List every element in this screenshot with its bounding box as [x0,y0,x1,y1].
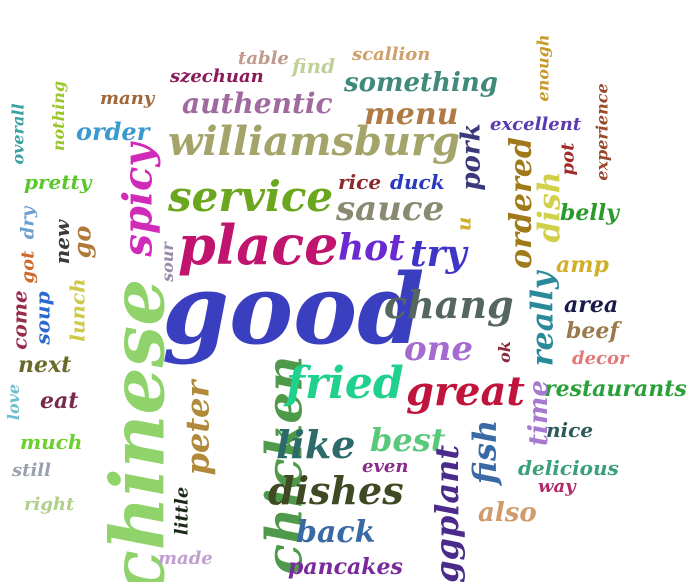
word-fish: fish [465,419,504,485]
word-authentic: authentic [182,87,333,120]
word-area: area [564,292,619,318]
word-still: still [12,460,51,481]
word-chinese: chinese [95,278,182,582]
word-little: little [171,486,193,536]
word-way: way [538,476,576,497]
word-order: order [76,117,150,146]
word-sour: sour [157,242,177,282]
word-excellent: excellent [490,114,582,135]
word-scallion: scallion [352,44,431,65]
word-eggplant: eggplant [428,444,467,582]
word-love: love [4,383,24,421]
word-pretty: pretty [24,170,92,194]
word-duck: duck [390,170,445,194]
word-delicious: delicious [518,456,619,480]
word-really: really [525,271,561,367]
word-try: try [410,233,467,275]
word-pancakes: pancakes [288,554,403,580]
word-decor: decor [572,348,629,369]
word-even: even [362,456,409,477]
word-great: great [406,368,525,415]
word-spicy: spicy [114,143,162,257]
word-peter: peter [178,380,217,476]
word-fried: fried [286,358,404,409]
word-sauce: sauce [336,189,445,229]
word-lunch: lunch [65,278,90,342]
word-good: good [162,253,425,366]
word-one: one [404,329,474,369]
word-something: something [344,68,498,98]
word-enough: enough [533,34,553,102]
word-u: u [451,216,476,232]
word-soup: soup [30,291,55,345]
word-dry: dry [17,206,39,240]
word-nice: nice [546,418,594,442]
word-service: service [168,172,334,221]
word-overall: overall [8,103,28,165]
word-many: many [100,88,155,109]
word-place: place [178,213,339,277]
word-also: also [478,498,537,528]
word-new: new [50,219,75,265]
word-made: made [158,548,213,569]
word-beef: beef [566,318,619,344]
word-got: got [17,250,39,284]
word-pork: pork [456,123,487,191]
word-experience: experience [592,83,612,181]
word-come: come [7,290,32,350]
word-belly: belly [560,200,619,226]
word-table: table [238,48,289,69]
word-pot: pot [557,142,579,176]
word-amp: amp [556,252,609,278]
word-restaurants: restaurants [544,376,687,402]
word-hot: hot [338,227,405,269]
word-menu: menu [364,97,459,132]
word-like: like [276,422,356,467]
word-ok: ok [494,341,514,363]
word-back: back [296,515,376,550]
word-much: much [20,430,83,454]
word-right: right [24,494,75,515]
word-next: next [18,352,72,378]
word-find: find [292,54,336,78]
word-best: best [370,421,446,459]
word-dishes: dishes [268,468,404,513]
word-nothing: nothing [49,80,69,152]
word-chang: chang [384,282,514,327]
word-eat: eat [40,388,79,414]
word-williamsburg: williamsburg [168,118,461,165]
word-szechuan: szechuan [170,66,264,87]
word-rice: rice [338,170,382,194]
